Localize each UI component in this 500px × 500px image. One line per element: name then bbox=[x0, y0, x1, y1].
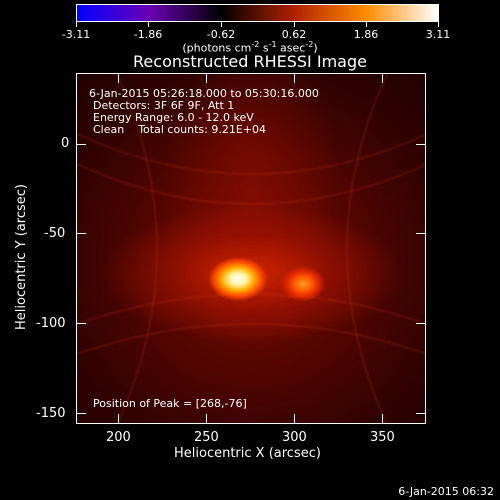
colorbar-label-3: 0.62 bbox=[281, 28, 307, 41]
x-tick-top-200 bbox=[118, 73, 119, 83]
y-tick-label-m150: -150 bbox=[36, 406, 66, 421]
x-tick-200 bbox=[118, 414, 119, 424]
x-tick-top-350 bbox=[382, 73, 383, 83]
colorbar-tick-4 bbox=[366, 22, 367, 27]
time-range-text: 6-Jan-2015 05:26:18.000 to 05:30:16.000 bbox=[89, 87, 319, 100]
y-tick-right-m150 bbox=[416, 413, 426, 414]
rhessi-image-plot bbox=[76, 73, 426, 424]
x-tick-250 bbox=[206, 414, 207, 424]
x-tick-label-300: 300 bbox=[282, 430, 307, 445]
colorbar bbox=[76, 4, 439, 22]
y-tick-label-m100: -100 bbox=[36, 316, 66, 331]
x-tick-label-200: 200 bbox=[106, 430, 131, 445]
x-axis-title: Heliocentric X (arcsec) bbox=[174, 446, 321, 461]
colorbar-tick-5 bbox=[438, 22, 439, 27]
energy-range-text: Energy Range: 6.0 - 12.0 keV bbox=[93, 111, 254, 124]
y-tick-label-0: 0 bbox=[61, 136, 70, 151]
x-tick-label-250: 250 bbox=[194, 430, 219, 445]
y-tick-0 bbox=[76, 144, 86, 145]
y-tick-right-m50 bbox=[416, 233, 426, 234]
colorbar-label-0: -3.11 bbox=[61, 28, 91, 41]
y-tick-m50 bbox=[76, 233, 86, 234]
colorbar-tick-1 bbox=[148, 22, 149, 27]
clean-counts-text: Clean Total counts: 9.21E+04 bbox=[93, 123, 267, 136]
y-tick-right-0 bbox=[416, 144, 426, 145]
detectors-text: Detectors: 3F 6F 9F, Att 1 bbox=[93, 99, 235, 112]
y-tick-m100 bbox=[76, 323, 86, 324]
x-tick-label-350: 350 bbox=[370, 430, 395, 445]
y-tick-m150 bbox=[76, 413, 86, 414]
y-tick-right-m100 bbox=[416, 323, 426, 324]
x-tick-300 bbox=[294, 414, 295, 424]
y-axis-title: Heliocentric Y (arcsec) bbox=[14, 184, 29, 330]
colorbar-label-4: 1.86 bbox=[353, 28, 379, 41]
colorbar-label-5: 3.11 bbox=[425, 28, 451, 41]
colorbar-label-1: -1.86 bbox=[133, 28, 163, 41]
y-tick-label-m50: -50 bbox=[44, 226, 66, 241]
colorbar-tick-2 bbox=[221, 22, 222, 27]
x-tick-350 bbox=[382, 414, 383, 424]
image-title: Reconstructed RHESSI Image bbox=[133, 52, 367, 71]
peak-position-text: Position of Peak = [268,-76] bbox=[93, 397, 247, 410]
image-texture bbox=[77, 74, 425, 423]
colorbar-tick-3 bbox=[294, 22, 295, 27]
x-tick-top-250 bbox=[206, 73, 207, 83]
x-tick-top-300 bbox=[294, 73, 295, 83]
colorbar-units: (photons cm-2 s-1 asec-2) bbox=[182, 40, 318, 55]
colorbar-label-2: -0.62 bbox=[206, 28, 236, 41]
colorbar-tick-0 bbox=[76, 22, 77, 27]
footer-timestamp: 6-Jan-2015 06:32 bbox=[398, 485, 494, 498]
